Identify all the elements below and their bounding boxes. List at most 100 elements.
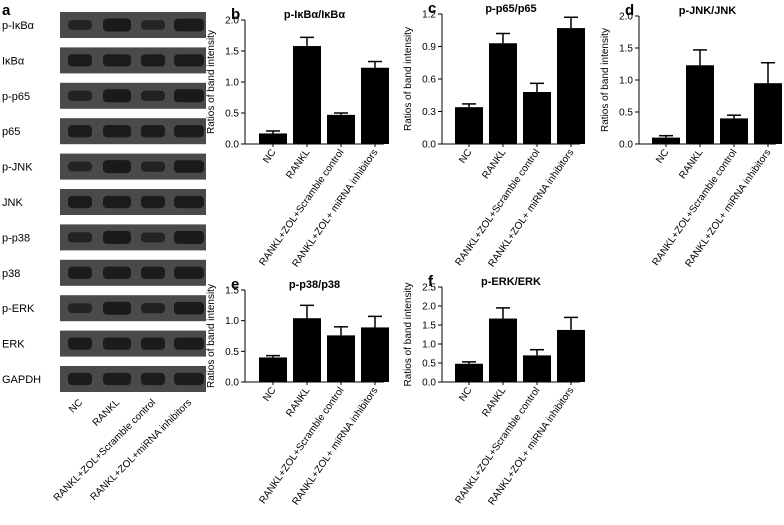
blot-label: p-IκBα [2, 20, 35, 32]
panel-letter: e [231, 276, 239, 293]
blot-band [174, 230, 204, 244]
blot-band [68, 90, 92, 101]
bar [361, 327, 389, 382]
bar [259, 133, 287, 144]
blot-band [68, 372, 92, 386]
y-axis-label: Ratios of band intensity [403, 283, 414, 387]
bar [557, 28, 585, 144]
blot-band [68, 125, 92, 138]
y-axis-label: Ratios of band intensity [206, 30, 217, 134]
chart-title: p-JNK/JNK [679, 5, 737, 17]
chart-panel-c: c p-p65/p65 0.0 0.3 0.6 0.9 1.2 Ratios of band … [403, 0, 585, 269]
blot-band [174, 337, 204, 350]
blot-label: p-p65 [2, 91, 30, 103]
blot-band [141, 266, 165, 279]
blot-row: p-p65 [2, 82, 206, 109]
panel-letter: c [428, 0, 436, 17]
category-label: RANKL [480, 147, 508, 181]
y-tick-label: 0.5 [619, 108, 633, 119]
y-tick-label: 0.0 [619, 140, 633, 151]
blot-band [141, 125, 165, 138]
bar [652, 137, 680, 144]
category-label: RANKL [284, 147, 312, 181]
blot-label: p-p38 [2, 232, 30, 244]
blot-band [103, 89, 131, 103]
blot-band [174, 301, 204, 315]
chart-title: p-IκBα/IκBα [284, 9, 345, 21]
blot-band [141, 90, 165, 101]
category-label: RANKL [480, 385, 508, 419]
y-tick-label: 2.0 [225, 16, 239, 27]
blot-band [141, 195, 165, 209]
y-tick-label: 1.0 [619, 76, 633, 87]
chart-panel-d: d p-JNK/JNK 0.0 0.5 1.0 1.5 2.0 Ratios of band … [600, 2, 782, 269]
y-tick-label: 0.9 [422, 42, 436, 53]
blot-band [68, 303, 92, 314]
blot-label: GAPDH [2, 374, 41, 386]
bar [293, 318, 321, 382]
blot-band [174, 125, 204, 138]
category-label: NC [261, 385, 278, 403]
bar [361, 67, 389, 144]
blot-label: JNK [2, 197, 23, 209]
y-tick-label: 2.5 [422, 283, 436, 294]
chart-panel-f: f p-ERK/ERK 0.0 0.5 1.0 1.5 2.0 2.5 Ratios of ba… [403, 273, 585, 507]
blot-band [103, 372, 131, 386]
blot-band [103, 160, 131, 174]
bar [720, 118, 748, 144]
panel-letter: b [231, 6, 240, 23]
bar [327, 335, 355, 382]
bar [455, 107, 483, 144]
blot-label: p38 [2, 268, 20, 280]
blot-band [174, 89, 204, 103]
blot-row: p38 [2, 259, 206, 286]
blot-band [141, 20, 165, 30]
blot-row: p-ERK [2, 295, 206, 322]
blot-band [103, 195, 131, 209]
chart-panel-e: e p-p38/p38 0.0 0.5 1.0 1.5 Ratios of band int… [206, 276, 389, 507]
bar [523, 355, 551, 382]
y-axis-label: Ratios of band intensity [403, 27, 414, 131]
blot-band [68, 337, 92, 350]
bar [686, 65, 714, 144]
bar [455, 363, 483, 382]
y-axis-label: Ratios of band intensity [600, 28, 611, 132]
y-tick-label: 0.0 [225, 378, 239, 389]
blot-band [174, 160, 204, 173]
blot-row: p-JNK [2, 153, 206, 180]
bar [327, 114, 355, 144]
blot-row: IκBα [2, 47, 206, 74]
blot-label: IκBα [2, 55, 25, 67]
blot-band [174, 195, 204, 209]
y-tick-label: 1.0 [225, 316, 239, 327]
y-tick-label: 0.5 [225, 347, 239, 358]
bar [754, 83, 782, 144]
blot-band [141, 337, 165, 350]
y-tick-label: 0.0 [225, 140, 239, 151]
category-label: RANKL [284, 385, 312, 419]
y-tick-label: 0.6 [422, 75, 436, 86]
lane-label: RANKL [91, 397, 123, 429]
bar [557, 329, 585, 382]
blot-band [174, 266, 204, 279]
y-tick-label: 1.5 [225, 47, 239, 58]
blot-label: p-ERK [2, 303, 35, 315]
chart-title: p-p38/p38 [289, 279, 340, 291]
lane-label: NC [67, 397, 85, 415]
bar [489, 318, 517, 382]
blot-label: p-JNK [2, 162, 33, 174]
blot-band [103, 125, 131, 138]
blot-label: ERK [2, 339, 25, 351]
category-label: NC [457, 385, 474, 403]
bar [489, 43, 517, 144]
y-tick-label: 1.5 [422, 321, 436, 332]
y-tick-label: 1.2 [422, 10, 436, 21]
y-tick-label: 0.0 [422, 378, 436, 389]
blot-band [141, 372, 165, 386]
blot-band [174, 54, 204, 67]
chart-title: p-ERK/ERK [481, 276, 541, 288]
category-label: NC [654, 147, 671, 165]
blot-band [103, 337, 131, 350]
